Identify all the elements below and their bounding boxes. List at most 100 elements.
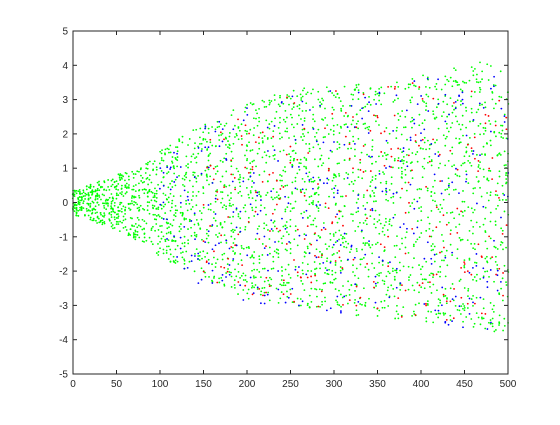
data-point [324,127,326,130]
data-point [463,309,466,312]
data-point [426,302,429,305]
data-point [157,254,160,256]
data-point [296,297,299,300]
data-point [310,275,312,278]
data-point [445,302,448,305]
data-point [312,113,315,116]
data-point [481,70,484,73]
data-point [388,296,391,299]
x-tick-label: 300 [326,379,343,390]
data-point [312,223,315,226]
data-point [244,284,247,287]
data-point [172,255,175,258]
data-point [364,219,367,222]
data-point [479,278,482,280]
data-point [301,124,304,126]
data-point [194,157,196,159]
data-point [458,305,461,308]
data-point [73,195,76,198]
data-point [167,258,170,260]
data-point [263,222,266,225]
data-point [89,187,92,190]
data-point [468,137,471,139]
data-point [296,228,299,231]
data-point [482,276,485,279]
data-point [207,234,210,237]
data-point [367,268,370,271]
data-point [331,112,334,115]
data-point [343,177,346,180]
data-point [355,113,358,116]
data-point [171,162,174,164]
data-point [308,294,311,297]
data-point [338,304,341,307]
data-point [227,268,229,270]
data-point [427,110,430,112]
data-point [501,184,504,187]
data-point [221,279,224,282]
data-point [413,207,416,210]
data-point [251,197,254,200]
data-point [219,222,222,225]
data-point [188,220,191,223]
data-point [355,86,358,89]
data-point [393,87,396,90]
data-point [190,208,193,211]
data-point [488,276,490,278]
data-point [346,126,349,128]
data-point [75,189,78,192]
data-point [420,132,422,135]
data-point [404,115,407,118]
data-point [240,123,243,126]
data-point [187,191,189,194]
data-point [120,174,123,177]
data-point [298,104,301,106]
data-point [366,262,368,265]
data-point [281,242,284,245]
data-point [446,115,449,118]
data-point [418,291,420,294]
data-point [388,272,391,275]
data-point [381,279,384,282]
data-point [418,124,421,127]
data-point [395,269,398,272]
data-point [387,235,390,238]
data-point [228,184,231,187]
data-point [299,93,302,96]
data-point [198,255,201,257]
data-point [334,96,337,99]
data-point [333,141,335,143]
data-point [277,230,280,233]
data-point [405,231,408,234]
data-point [343,205,346,207]
data-point [329,281,332,283]
data-point [82,207,85,210]
data-point [448,193,451,196]
data-point [491,98,494,101]
data-point [317,98,320,101]
data-point [277,252,280,255]
data-point [434,117,436,120]
data-point [157,250,160,253]
data-point [129,234,132,236]
data-point [183,185,186,188]
data-point [352,183,355,185]
data-point [294,200,297,203]
data-point [232,173,234,176]
data-point [249,203,252,206]
data-point [291,116,293,119]
data-point [166,166,169,169]
data-point [131,217,133,220]
data-point [228,264,231,266]
data-point [352,213,354,216]
data-point [166,245,168,248]
data-point [134,230,137,233]
data-point [408,201,410,204]
data-point [282,169,285,172]
data-point [138,209,140,212]
data-point [92,185,95,188]
data-point [371,189,374,192]
data-point [261,180,264,183]
data-point [458,95,461,98]
data-point [101,221,104,224]
